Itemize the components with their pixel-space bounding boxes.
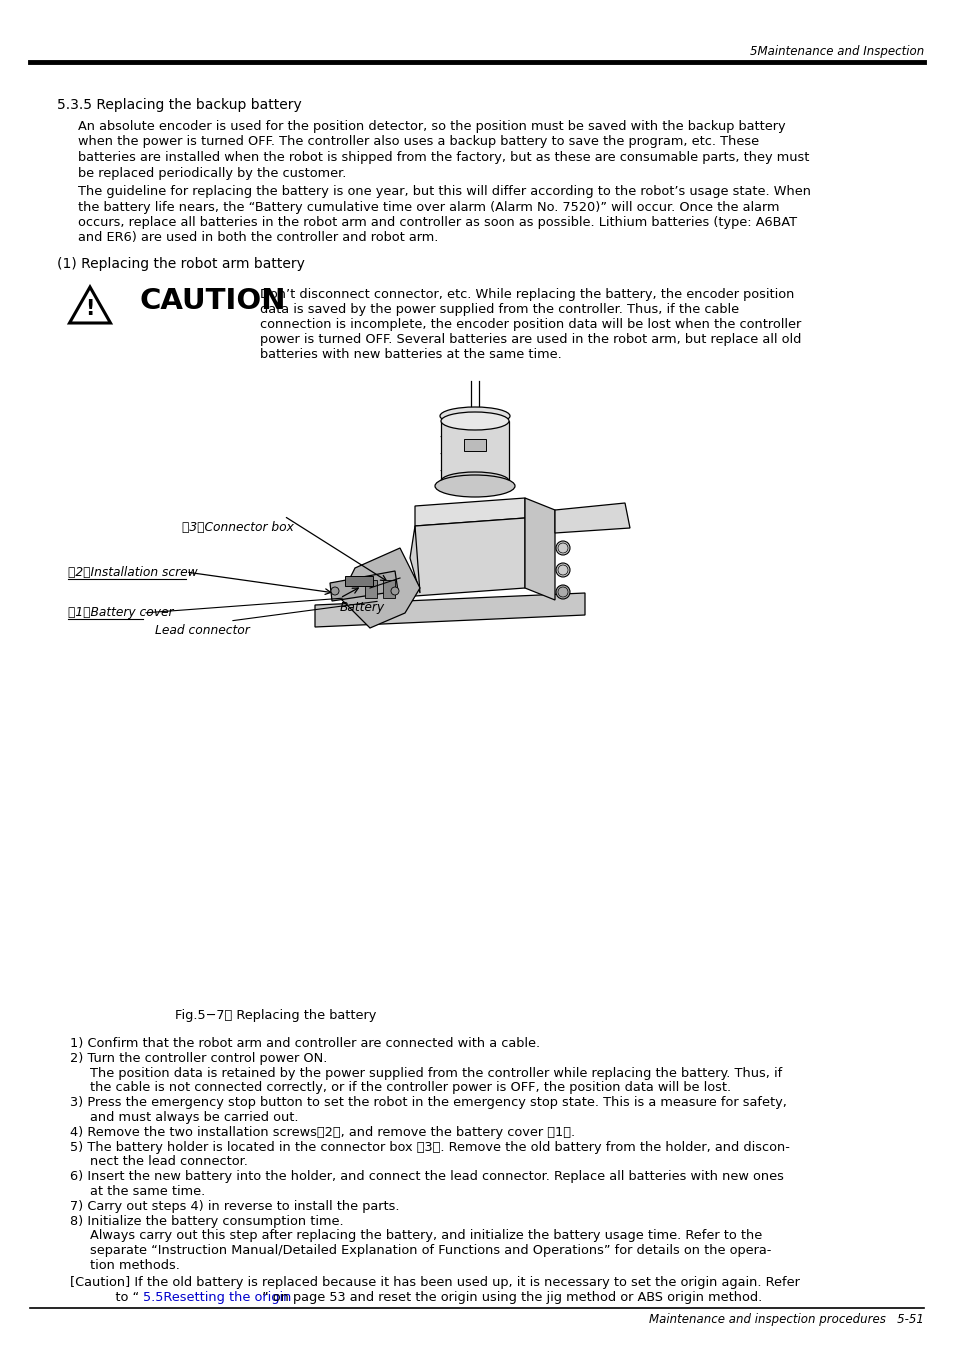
Text: Lead connector: Lead connector	[154, 624, 250, 638]
Text: data is saved by the power supplied from the controller. Thus, if the cable: data is saved by the power supplied from…	[260, 303, 739, 316]
Text: 7) Carry out steps 4) in reverse to install the parts.: 7) Carry out steps 4) in reverse to inst…	[70, 1200, 399, 1213]
Text: 6) Insert the new battery into the holder, and connect the lead connector. Repla: 6) Insert the new battery into the holde…	[70, 1170, 783, 1183]
Text: Don’t disconnect connector, etc. While replacing the battery, the encoder positi: Don’t disconnect connector, etc. While r…	[260, 288, 794, 301]
Text: 〈1〉Battery cover: 〈1〉Battery cover	[68, 607, 173, 619]
Bar	[440, 422, 509, 481]
Text: occurs, replace all batteries in the robot arm and controller as soon as possibl: occurs, replace all batteries in the rob…	[78, 216, 797, 230]
Text: and must always be carried out.: and must always be carried out.	[90, 1111, 298, 1124]
Circle shape	[556, 563, 569, 577]
Text: 5.3.5 Replacing the backup battery: 5.3.5 Replacing the backup battery	[57, 99, 301, 112]
Text: be replaced periodically by the customer.: be replaced periodically by the customer…	[78, 166, 346, 180]
Text: 5) The battery holder is located in the connector box 〈3〉. Remove the old batter: 5) The battery holder is located in the …	[70, 1140, 789, 1154]
Circle shape	[331, 586, 338, 594]
Polygon shape	[524, 499, 555, 600]
Bar	[345, 576, 373, 586]
Text: !: !	[85, 300, 94, 319]
Circle shape	[556, 585, 569, 598]
Text: Fig.5−7： Replacing the battery: Fig.5−7： Replacing the battery	[174, 1009, 376, 1021]
Text: nect the lead connector.: nect the lead connector.	[90, 1155, 248, 1169]
Bar	[463, 439, 485, 451]
Text: the cable is not connected correctly, or if the controller power is OFF, the pos: the cable is not connected correctly, or…	[90, 1081, 730, 1094]
Ellipse shape	[435, 476, 515, 497]
Polygon shape	[410, 526, 419, 593]
Text: Battery: Battery	[339, 601, 385, 613]
Ellipse shape	[439, 407, 510, 426]
Text: batteries with new batteries at the same time.: batteries with new batteries at the same…	[260, 349, 561, 361]
Circle shape	[556, 540, 569, 555]
Polygon shape	[330, 571, 397, 601]
Ellipse shape	[440, 471, 509, 490]
Text: 1) Confirm that the robot arm and controller are connected with a cable.: 1) Confirm that the robot arm and contro…	[70, 1038, 539, 1050]
Text: to “: to “	[70, 1290, 139, 1304]
Text: 5.5Resetting the origin: 5.5Resetting the origin	[143, 1290, 291, 1304]
Text: and ER6) are used in both the controller and robot arm.: and ER6) are used in both the controller…	[78, 231, 438, 245]
Bar	[365, 580, 376, 598]
Text: power is turned OFF. Several batteries are used in the robot arm, but replace al: power is turned OFF. Several batteries a…	[260, 332, 801, 346]
Circle shape	[391, 586, 398, 594]
Text: CAUTION: CAUTION	[140, 286, 286, 315]
Polygon shape	[339, 549, 419, 628]
Text: 〈3〉Connector box: 〈3〉Connector box	[182, 521, 294, 534]
Text: Always carry out this step after replacing the battery, and initialize the batte: Always carry out this step after replaci…	[90, 1229, 761, 1243]
Text: An absolute encoder is used for the position detector, so the position must be s: An absolute encoder is used for the posi…	[78, 120, 785, 132]
Text: when the power is turned OFF. The controller also uses a backup battery to save : when the power is turned OFF. The contro…	[78, 135, 759, 149]
Ellipse shape	[440, 412, 509, 430]
Text: 2) Turn the controller control power ON.: 2) Turn the controller control power ON.	[70, 1052, 327, 1065]
Text: 〈2〉Installation screw: 〈2〉Installation screw	[68, 566, 197, 580]
Text: separate “Instruction Manual/Detailed Explanation of Functions and Operations” f: separate “Instruction Manual/Detailed Ex…	[90, 1244, 771, 1258]
Text: (1) Replacing the robot arm battery: (1) Replacing the robot arm battery	[57, 257, 305, 272]
Polygon shape	[555, 503, 629, 534]
Text: connection is incomplete, the encoder position data will be lost when the contro: connection is incomplete, the encoder po…	[260, 317, 801, 331]
Bar	[382, 580, 395, 598]
Text: tion methods.: tion methods.	[90, 1259, 180, 1273]
Polygon shape	[415, 517, 524, 596]
Text: 5Maintenance and Inspection: 5Maintenance and Inspection	[749, 46, 923, 58]
Polygon shape	[314, 593, 584, 627]
Text: the battery life nears, the “Battery cumulative time over alarm (Alarm No. 7520): the battery life nears, the “Battery cum…	[78, 200, 779, 213]
Text: Maintenance and inspection procedures   5‑51: Maintenance and inspection procedures 5‑…	[648, 1313, 923, 1327]
Text: batteries are installed when the robot is shipped from the factory, but as these: batteries are installed when the robot i…	[78, 151, 808, 163]
Polygon shape	[415, 499, 524, 526]
Text: 8) Initialize the battery consumption time.: 8) Initialize the battery consumption ti…	[70, 1215, 343, 1228]
Text: The position data is retained by the power supplied from the controller while re: The position data is retained by the pow…	[90, 1066, 781, 1079]
Text: 4) Remove the two installation screws〈2〉, and remove the battery cover 〈1〉.: 4) Remove the two installation screws〈2〉…	[70, 1125, 575, 1139]
Text: The guideline for replacing the battery is one year, but this will differ accord: The guideline for replacing the battery …	[78, 185, 810, 199]
Text: at the same time.: at the same time.	[90, 1185, 205, 1198]
Text: 3) Press the emergency stop button to set the robot in the emergency stop state.: 3) Press the emergency stop button to se…	[70, 1096, 786, 1109]
Text: [Caution] If the old battery is replaced because it has been used up, it is nece: [Caution] If the old battery is replaced…	[70, 1275, 799, 1289]
Text: ” on page 53 and reset the origin using the jig method or ABS origin method.: ” on page 53 and reset the origin using …	[262, 1290, 761, 1304]
